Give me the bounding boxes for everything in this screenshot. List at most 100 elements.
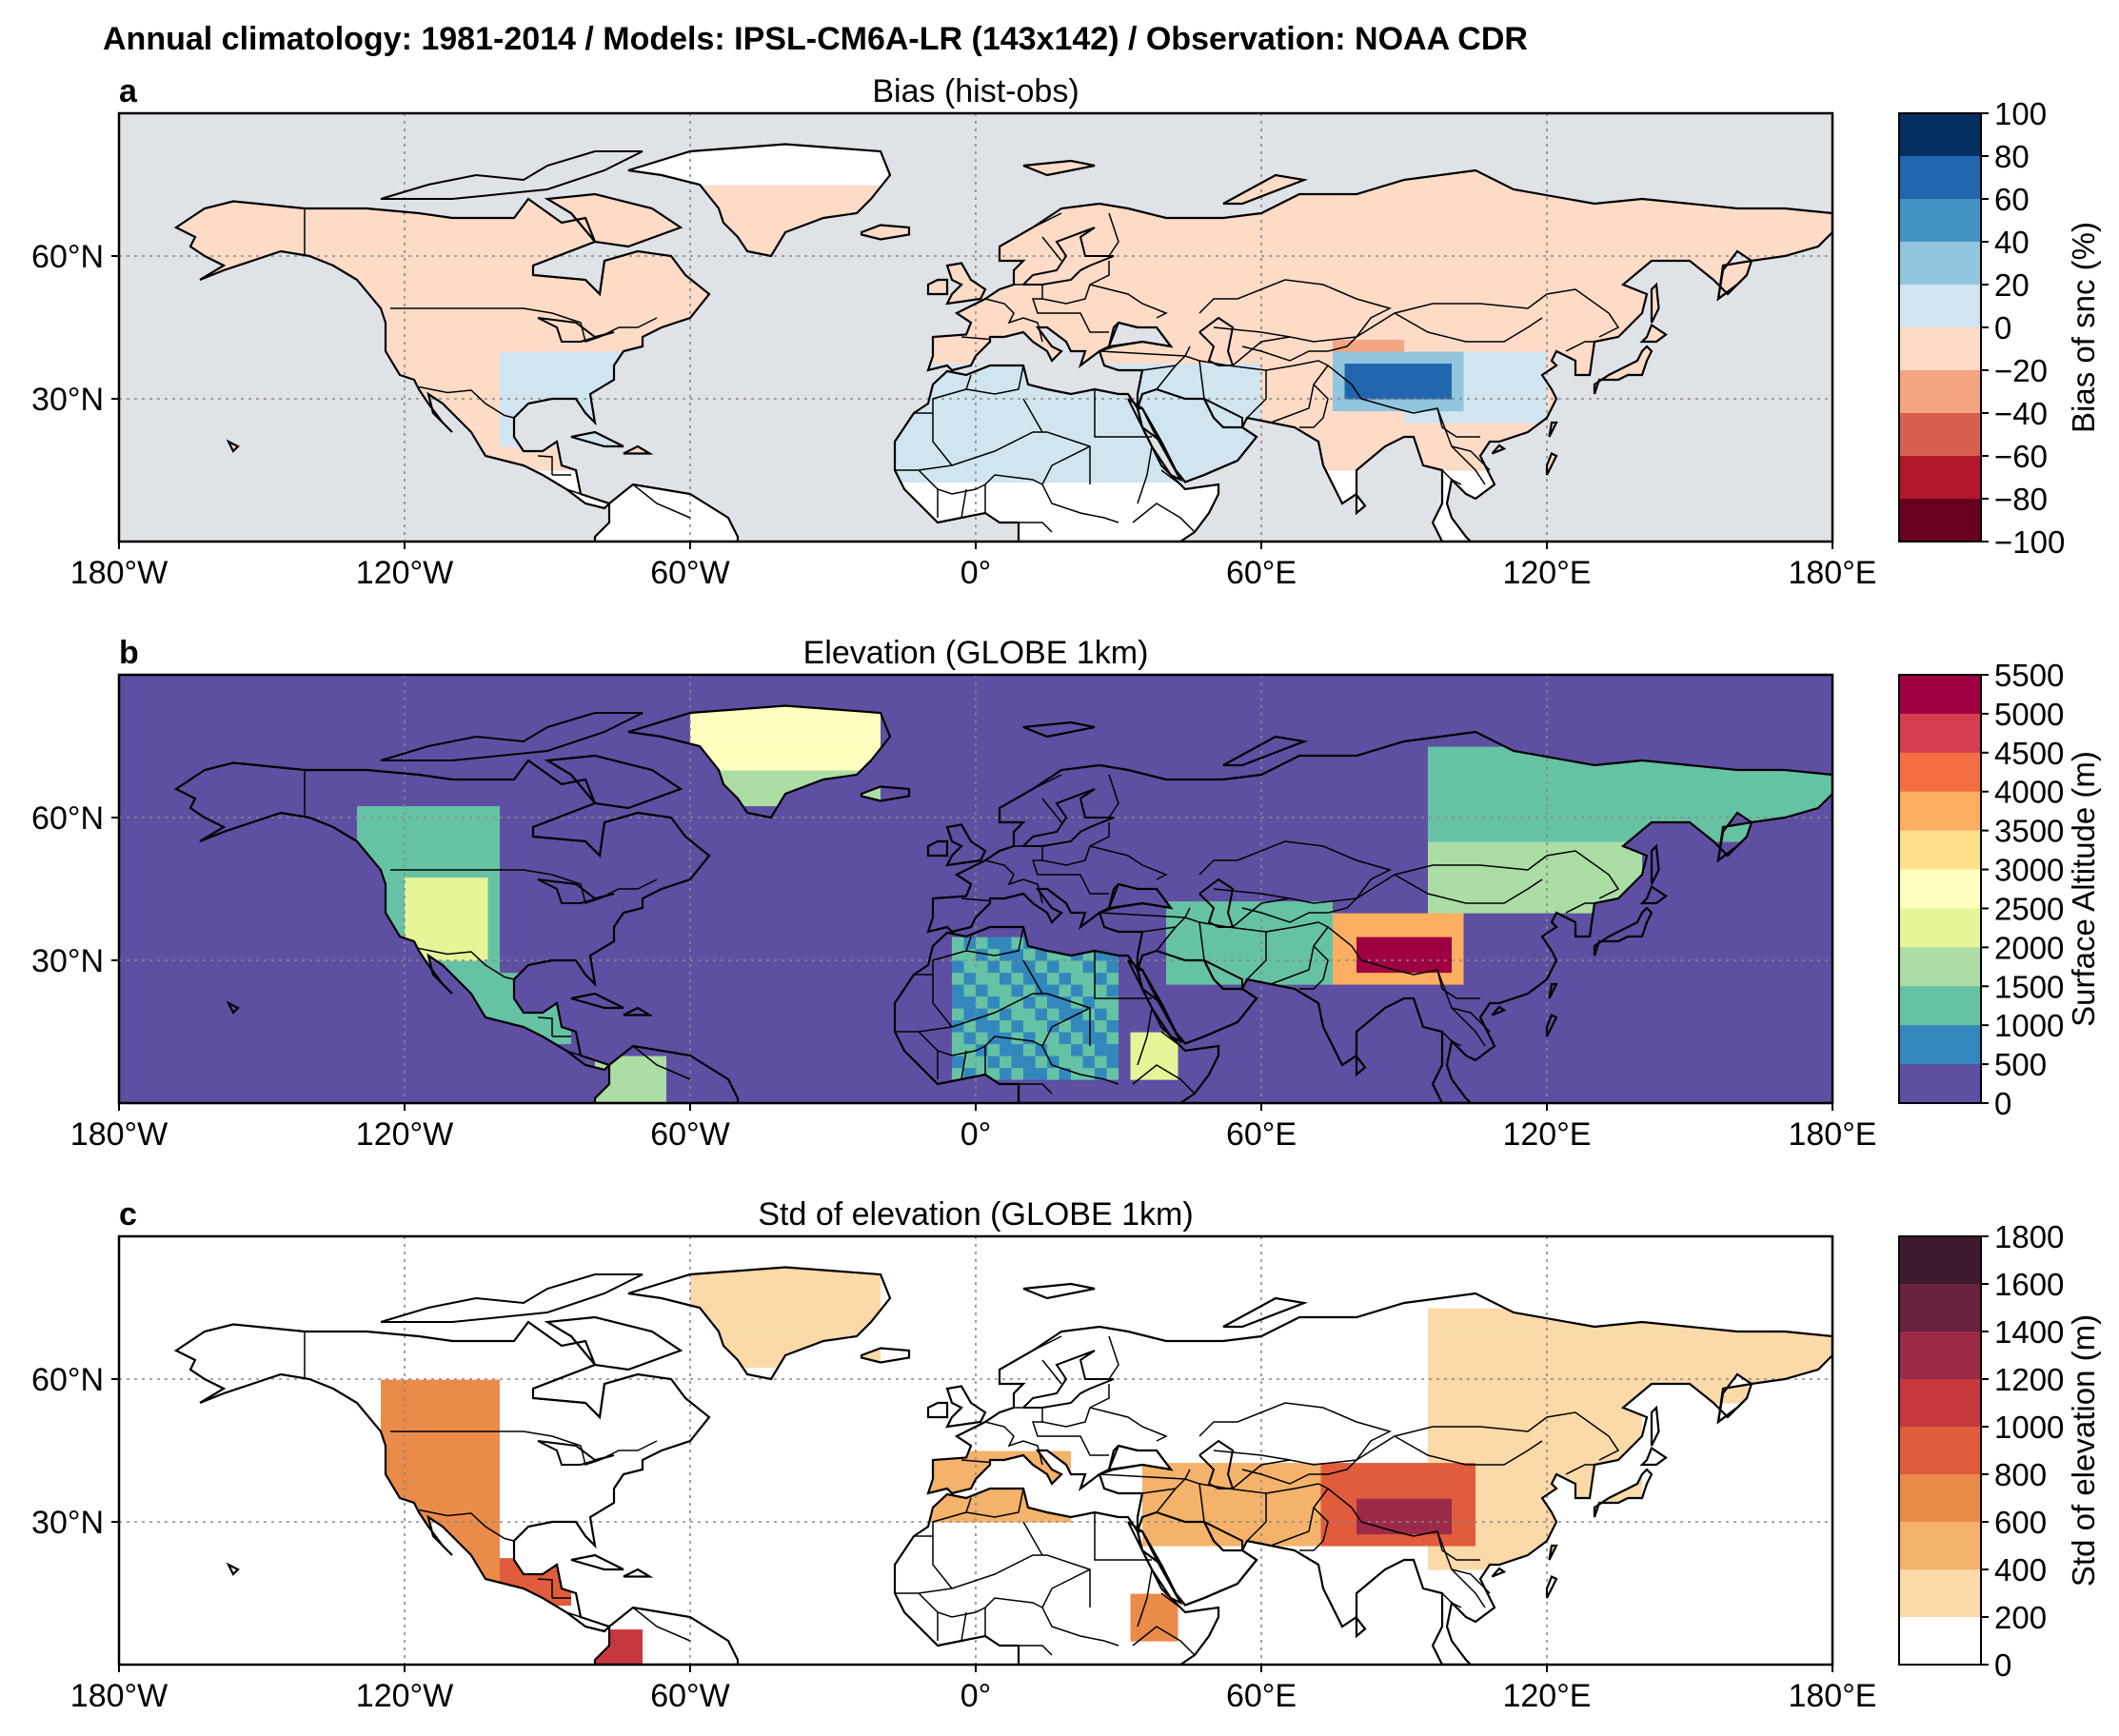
grid-cell [452, 351, 465, 365]
grid-cell [619, 518, 632, 531]
grid-cell [500, 315, 513, 328]
colorbar-swatch [1899, 113, 1981, 157]
grid-cell [1023, 244, 1037, 257]
grid-cell [987, 434, 1000, 447]
grid-cell [1297, 232, 1310, 246]
coastline [1127, 398, 1183, 483]
grid-cell [1690, 244, 1703, 257]
grid-cell [1095, 494, 1108, 507]
grid-cell [547, 220, 561, 233]
grid-cell [654, 267, 667, 281]
grid-cell [452, 232, 465, 246]
grid-cell [559, 327, 572, 341]
grid-cell [1130, 315, 1143, 328]
grid-cell [1238, 304, 1251, 317]
grid-cell [595, 363, 608, 376]
grid-cell [1344, 470, 1357, 483]
grid-cell [1428, 256, 1441, 269]
grid-cell [1000, 304, 1013, 317]
grid-cell [1416, 232, 1429, 246]
grid-cell [1499, 244, 1513, 257]
grid-cell [619, 529, 632, 542]
grid-cell [1320, 386, 1334, 400]
grid-cell [500, 375, 513, 388]
grid-cell [1154, 410, 1167, 424]
grid-cell [1452, 172, 1465, 186]
panels: a Bias (hist-obs)180°W 120°W 60°W 0° 60°E 120°… [31, 73, 2101, 1714]
grid-cell [1214, 291, 1227, 305]
grid-cell [963, 399, 977, 412]
grid-cell [1606, 208, 1619, 222]
grid-cell [476, 280, 489, 293]
grid-cell [1023, 505, 1037, 519]
grid-cell [1499, 280, 1513, 293]
grid-cell [1499, 196, 1513, 209]
grid-cell [1368, 351, 1381, 365]
grid-cell [1154, 351, 1167, 365]
grid-cell [1166, 280, 1179, 293]
grid-cell [1571, 327, 1584, 341]
grid-cell [1261, 410, 1275, 424]
grid-cell [1761, 220, 1774, 233]
colorbar-tick-label: 80 [1994, 139, 2030, 174]
grid-cell [1463, 351, 1476, 365]
grid-cell [500, 267, 513, 281]
grid-cell [1475, 280, 1489, 293]
panel-letter: b [119, 635, 139, 671]
grid-cell [524, 220, 537, 233]
grid-cell [428, 244, 442, 257]
grid-cell [952, 423, 965, 436]
grid-cell [1154, 363, 1167, 376]
grid-cell [452, 267, 465, 281]
grid-cell [464, 291, 477, 305]
grid-cell [630, 518, 644, 531]
grid-cell [1487, 208, 1500, 222]
grid-cell [1082, 339, 1096, 352]
grid-cell [452, 375, 465, 388]
grid-cell [1178, 304, 1191, 317]
grid-cell [725, 172, 739, 186]
grid-cell [928, 494, 941, 507]
grid-cell [1000, 386, 1013, 400]
grid-cell [392, 339, 406, 352]
grid-cell [1178, 291, 1191, 305]
grid-cell [1059, 267, 1072, 281]
grid-cell [749, 196, 762, 209]
grid-cell [1285, 291, 1298, 305]
grid-cell [1439, 386, 1453, 400]
grid-cell [535, 375, 548, 388]
colorbar-swatch [1899, 370, 1981, 414]
grid-cell [487, 280, 501, 293]
grid-cell [940, 339, 953, 352]
grid-cell [1677, 208, 1691, 222]
grid-cell [868, 232, 881, 240]
grid-cell [1178, 434, 1191, 447]
grid-cell [1475, 220, 1489, 233]
grid-cell [1428, 267, 1441, 281]
grid-cell [940, 399, 953, 412]
grid-cell [1558, 291, 1572, 305]
grid-cell [1380, 410, 1394, 424]
colorbar-tick-label: −80 [1994, 482, 2048, 517]
grid-cell [1011, 375, 1024, 388]
grid-cell [1392, 375, 1405, 388]
grid-cell [583, 304, 596, 317]
grid-cell [1178, 327, 1191, 341]
grid-cell [1166, 494, 1179, 507]
grid-cell [249, 244, 263, 257]
grid-cell [500, 446, 513, 460]
grid-cell [1023, 256, 1037, 269]
grid-cell [940, 423, 953, 436]
grid-cell [1404, 351, 1417, 365]
grid-cell [452, 304, 465, 317]
grid-cell [1452, 375, 1465, 388]
grid-cell [1571, 315, 1584, 328]
grid-cell [714, 529, 727, 542]
grid-cell [654, 280, 667, 293]
grid-cell [1000, 375, 1013, 388]
country-border [418, 385, 515, 419]
grid-cell [524, 363, 537, 376]
grid-cell [1285, 256, 1298, 269]
grid-cell [666, 267, 680, 281]
grid-cell [1523, 256, 1536, 269]
